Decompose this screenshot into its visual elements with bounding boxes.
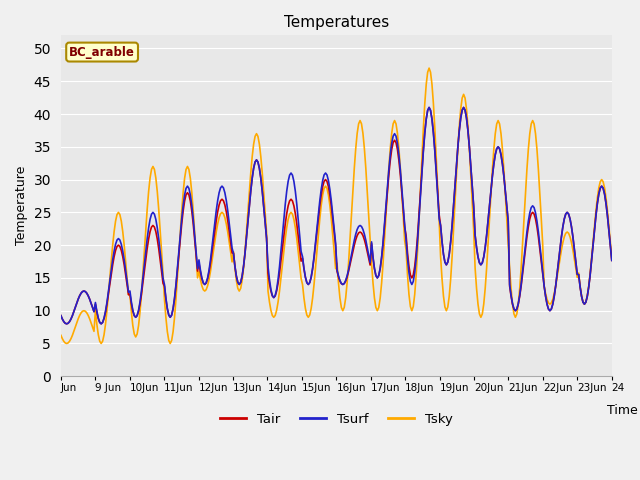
Text: BC_arable: BC_arable bbox=[69, 46, 135, 59]
Title: Temperatures: Temperatures bbox=[284, 15, 389, 30]
Y-axis label: Temperature: Temperature bbox=[15, 166, 28, 245]
Legend: Tair, Tsurf, Tsky: Tair, Tsurf, Tsky bbox=[214, 408, 458, 431]
X-axis label: Time: Time bbox=[607, 404, 638, 417]
